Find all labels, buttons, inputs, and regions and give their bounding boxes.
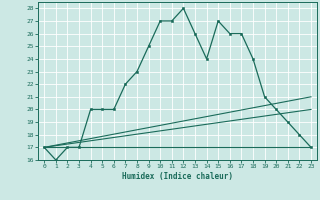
X-axis label: Humidex (Indice chaleur): Humidex (Indice chaleur) <box>122 172 233 181</box>
